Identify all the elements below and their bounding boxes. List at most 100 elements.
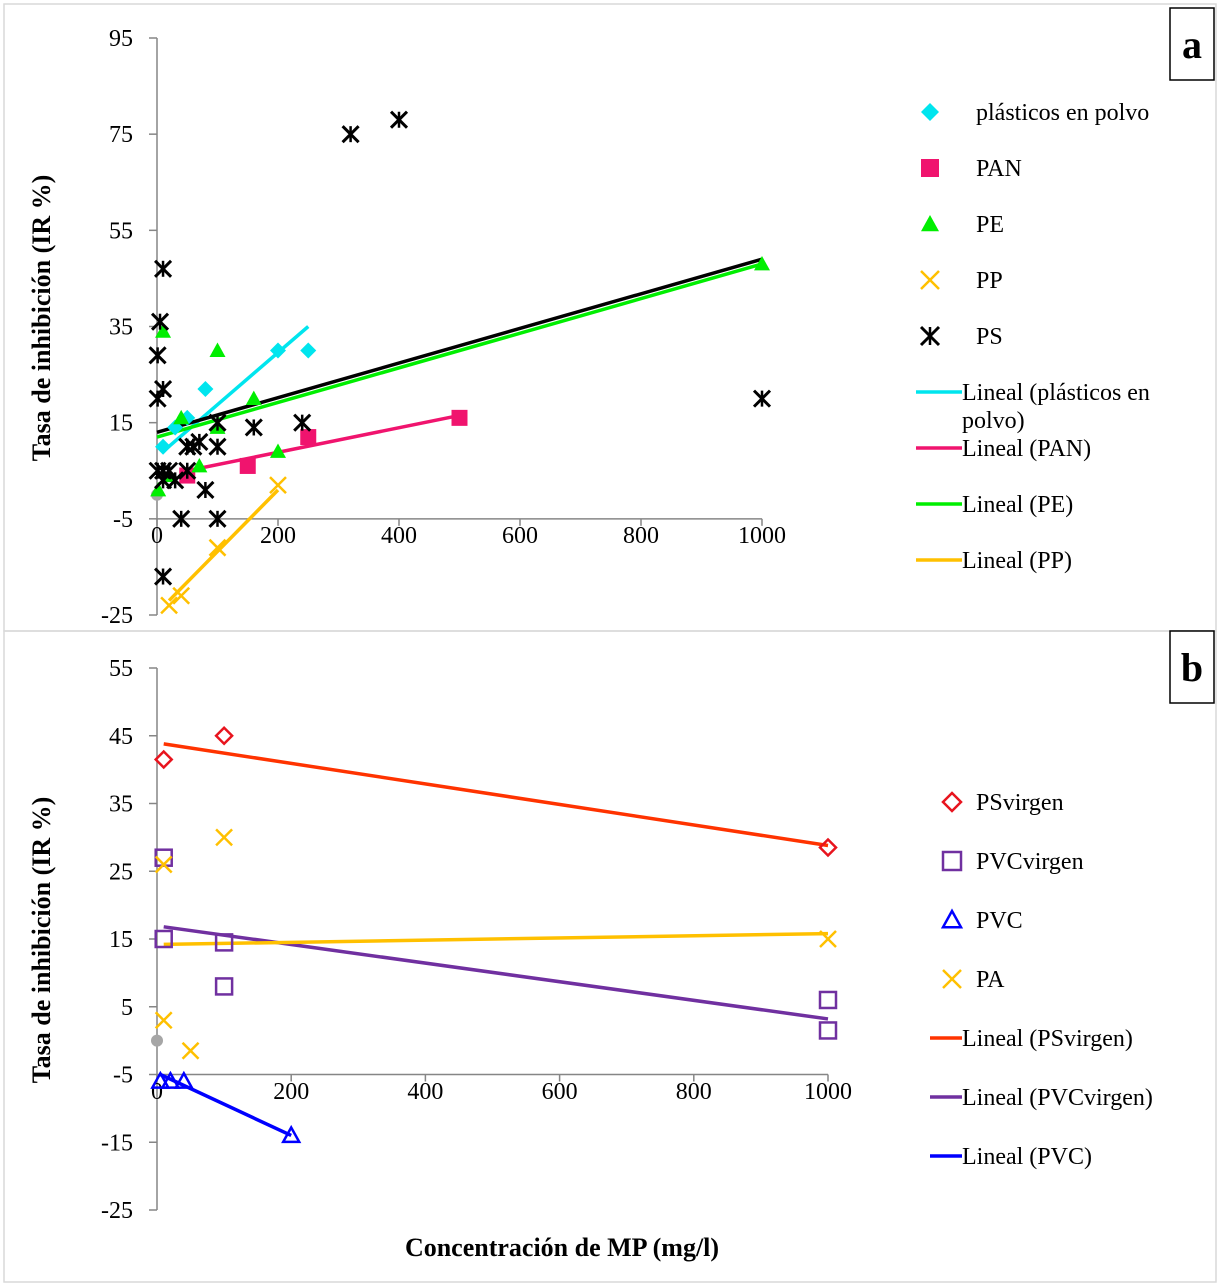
data-point	[389, 110, 409, 129]
trendline-lineal-pvc	[159, 1072, 292, 1138]
data-point-stroke-2	[215, 828, 233, 847]
data-point	[214, 725, 234, 746]
data-point-stroke-2	[160, 596, 178, 615]
series-pa	[154, 828, 837, 1060]
data-point	[173, 1070, 194, 1089]
data-point	[153, 259, 173, 278]
x-tick-label: 600	[502, 523, 538, 549]
chart-panels: -25 -5 15 35 55 75 95 0 200 400 600 800 1000 Tasa de …	[3, 3, 1217, 1283]
data-point	[155, 438, 172, 455]
data-point	[178, 461, 197, 480]
data-point	[208, 538, 227, 557]
y-tick-label: 55	[109, 656, 133, 682]
y-tick-label: -25	[101, 1198, 133, 1224]
y-tick-label: -5	[113, 1063, 133, 1089]
data-point	[172, 509, 191, 528]
data-point	[155, 323, 172, 338]
y-tick-label: 25	[109, 859, 133, 885]
legend-label-line: Lineal (plásticos en	[962, 380, 1150, 406]
legend-label-line: polvo)	[962, 408, 1025, 434]
data-point	[154, 1011, 173, 1030]
data-point	[150, 312, 170, 331]
data-point	[181, 1041, 200, 1060]
legend-label: Lineal (plásticos en polvo)	[962, 380, 1150, 434]
data-point	[269, 476, 287, 495]
data-point	[752, 389, 772, 408]
data-point	[197, 381, 214, 398]
x-tick-label: 1000	[738, 523, 786, 549]
y-tick-label: 95	[109, 26, 133, 52]
y-tick-label: -5	[113, 507, 133, 533]
data-point	[153, 379, 173, 399]
y-tick-label: 15	[109, 411, 133, 437]
data-point	[173, 409, 190, 425]
data-point	[270, 443, 286, 458]
y-tick-label: 45	[109, 724, 133, 750]
legend-marker	[921, 215, 939, 232]
series-pvc	[150, 1070, 302, 1144]
data-point	[196, 480, 215, 500]
y-tick-label: 15	[109, 927, 133, 953]
legend-marker	[919, 325, 941, 347]
x-tick-label: 200	[273, 1079, 309, 1105]
data-point	[160, 1070, 181, 1089]
data-point-stroke-2	[819, 930, 837, 948]
legend-label: PAN	[976, 156, 1022, 182]
legend-label: plásticos en polvo	[976, 100, 1149, 126]
legend-label: PS	[976, 324, 1003, 350]
x-tick-label: 0	[151, 1079, 163, 1105]
data-point	[281, 1124, 302, 1144]
trendline-lineal-pl-sticos-en-polvo	[161, 325, 310, 453]
panel-label-box	[1169, 630, 1215, 704]
legend-label: PP	[976, 268, 1003, 294]
legend-marker	[920, 270, 940, 290]
trendline-lineal-pp	[167, 488, 280, 602]
series-ps	[148, 110, 772, 586]
x-tick-label: 200	[260, 523, 296, 549]
data-point	[166, 471, 185, 490]
data-point	[215, 828, 233, 847]
y-tick-label: 5	[121, 995, 133, 1021]
y-tick-label: 75	[109, 122, 133, 148]
legend-label: Lineal (PAN)	[962, 436, 1091, 462]
legend: plásticos en polvo PAN PE PP PS Lineal (plást…	[916, 100, 1150, 574]
data-point	[451, 409, 468, 426]
data-point-stroke-2	[172, 586, 191, 605]
data-point	[148, 346, 167, 365]
data-point	[818, 1021, 838, 1040]
panel-frame	[3, 630, 1217, 1283]
x-tick-label: 1000	[804, 1079, 852, 1105]
x-tick-label: 600	[542, 1079, 578, 1105]
trendline-unlabeled	[163, 931, 829, 947]
data-point-stroke-2	[208, 538, 227, 557]
trendlines	[159, 742, 829, 1138]
data-point	[208, 437, 227, 456]
data-point	[245, 390, 262, 406]
series-pp	[160, 476, 287, 615]
data-point	[160, 596, 178, 615]
legend-label: Lineal (PP)	[962, 548, 1072, 574]
legend: PSvirgen PVCvirgen PVC PA Lineal (PSvirgen) L…	[930, 790, 1153, 1170]
data-point	[818, 837, 838, 858]
legend-marker	[921, 103, 939, 121]
data-point	[191, 457, 208, 473]
chart-panel-b: -25 -15 -5 5 15 25 35 45 55 0 200 400 600 800 1000 Tasa…	[3, 630, 1217, 1283]
data-point	[244, 418, 263, 437]
data-point	[150, 481, 167, 497]
legend-label: Lineal (PVC)	[962, 1144, 1092, 1170]
legend-label: PSvirgen	[976, 790, 1064, 816]
x-tick-label: 400	[381, 523, 417, 549]
legend-label: Lineal (PE)	[962, 492, 1073, 518]
y-tick-label: -15	[101, 1130, 133, 1156]
data-point	[214, 933, 234, 952]
chart-panel-a: -25 -5 15 35 55 75 95 0 200 400 600 800 1000 Tasa de …	[3, 3, 1217, 632]
y-tick-label: 55	[109, 218, 133, 244]
data-point	[754, 255, 770, 271]
data-point	[819, 930, 837, 948]
data-point	[153, 749, 174, 770]
data-point	[209, 342, 226, 357]
data-point	[270, 342, 286, 359]
legend-marker	[940, 908, 964, 929]
